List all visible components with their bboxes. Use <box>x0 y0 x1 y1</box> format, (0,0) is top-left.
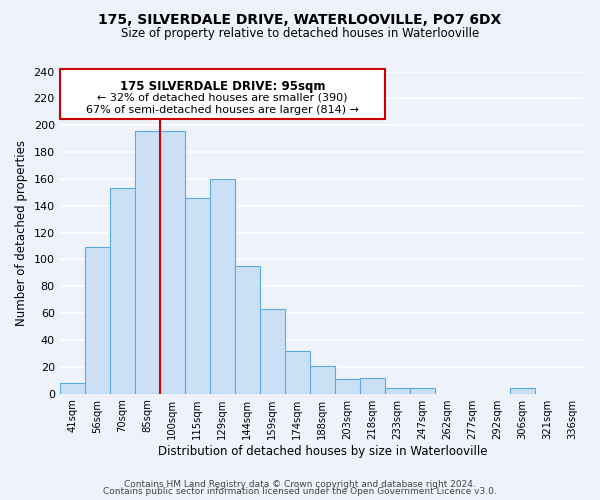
Y-axis label: Number of detached properties: Number of detached properties <box>15 140 28 326</box>
Bar <box>185 198 210 394</box>
Text: Contains HM Land Registry data © Crown copyright and database right 2024.: Contains HM Land Registry data © Crown c… <box>124 480 476 489</box>
Bar <box>85 248 110 394</box>
Text: 67% of semi-detached houses are larger (814) →: 67% of semi-detached houses are larger (… <box>86 105 359 115</box>
Bar <box>385 388 410 394</box>
Text: Size of property relative to detached houses in Waterlooville: Size of property relative to detached ho… <box>121 28 479 40</box>
Bar <box>285 350 310 394</box>
Bar <box>210 179 235 394</box>
Bar <box>410 388 435 394</box>
Bar <box>360 378 385 394</box>
Bar <box>110 188 135 394</box>
Bar <box>260 309 285 394</box>
Text: 175 SILVERDALE DRIVE: 95sqm: 175 SILVERDALE DRIVE: 95sqm <box>120 80 325 93</box>
Bar <box>135 130 160 394</box>
Bar <box>335 379 360 394</box>
Text: ← 32% of detached houses are smaller (390): ← 32% of detached houses are smaller (39… <box>97 93 348 103</box>
Bar <box>59 383 85 394</box>
Bar <box>310 366 335 394</box>
Text: 175, SILVERDALE DRIVE, WATERLOOVILLE, PO7 6DX: 175, SILVERDALE DRIVE, WATERLOOVILLE, PO… <box>98 12 502 26</box>
Bar <box>510 388 535 394</box>
X-axis label: Distribution of detached houses by size in Waterlooville: Distribution of detached houses by size … <box>158 444 487 458</box>
Bar <box>160 130 185 394</box>
Text: Contains public sector information licensed under the Open Government Licence v3: Contains public sector information licen… <box>103 487 497 496</box>
Bar <box>235 266 260 394</box>
